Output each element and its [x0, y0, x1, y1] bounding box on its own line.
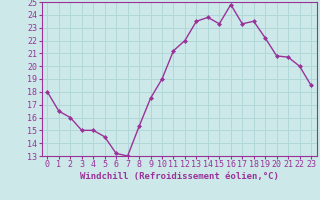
X-axis label: Windchill (Refroidissement éolien,°C): Windchill (Refroidissement éolien,°C): [80, 172, 279, 181]
